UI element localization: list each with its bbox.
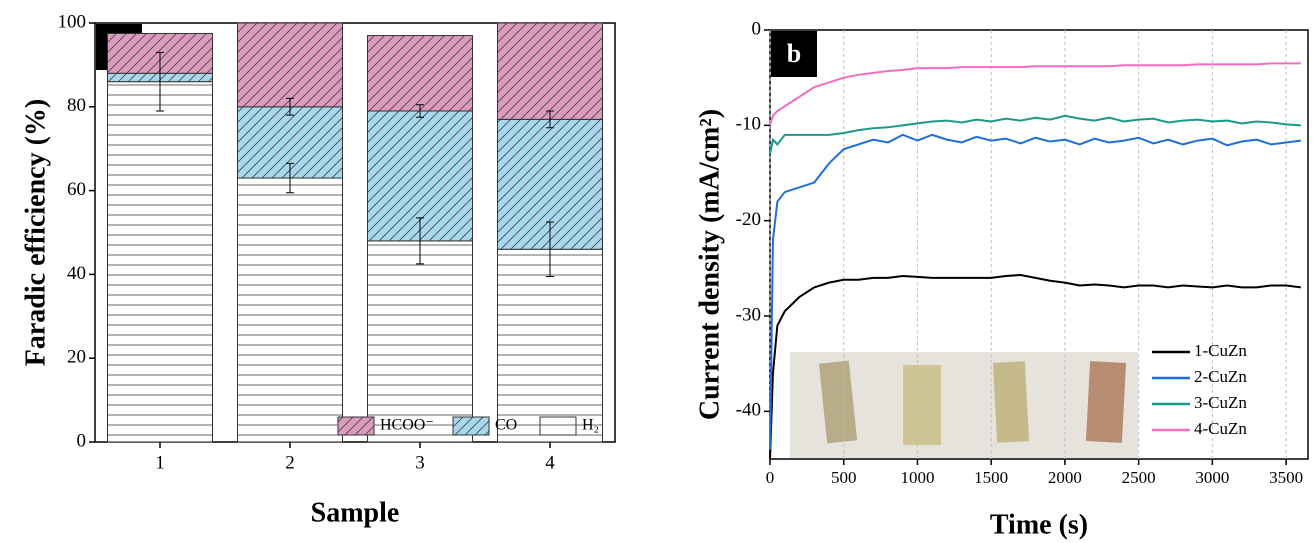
y-tick-label: 0 [752, 18, 762, 39]
bar-segment [497, 248, 603, 443]
x-tick-label: 3000 [1195, 468, 1229, 487]
bar-segment [107, 81, 213, 443]
x-tick-label: 1000 [900, 468, 934, 487]
line-series [769, 274, 1301, 460]
bar-segment [497, 22, 603, 120]
legend-label: H₂ [582, 417, 599, 434]
y-tick-label: -30 [736, 304, 761, 325]
x-tick-label: 1500 [974, 468, 1008, 487]
x-tick-label: 3 [415, 452, 425, 473]
bar-segment [237, 22, 343, 108]
line-series [769, 62, 1301, 126]
error-bar [546, 221, 554, 277]
plot-frame [769, 29, 1309, 460]
line-series [769, 133, 1301, 450]
legend-label: HCOO⁻ [380, 417, 434, 434]
error-bar [286, 97, 294, 116]
panel-label-box [771, 31, 817, 77]
x-tick-label: 2500 [1122, 468, 1156, 487]
y-tick-label: 100 [58, 11, 87, 32]
x-tick-label: 3500 [1269, 468, 1303, 487]
y-axis-label: Faradic efficiency (%) [20, 99, 51, 366]
line-series [769, 114, 1301, 155]
x-tick-label: 500 [831, 468, 857, 487]
y-axis-label: Current density (mA/cm²) [694, 109, 725, 420]
x-axis-label: Time (s) [990, 509, 1088, 540]
x-tick-label: 0 [766, 468, 775, 487]
x-tick-label: 1 [155, 452, 165, 473]
error-bar [546, 110, 554, 129]
bar-segment [237, 177, 343, 443]
x-axis-label: Sample [311, 497, 400, 528]
panel-label: b [787, 39, 801, 68]
y-tick-label: 40 [67, 263, 86, 284]
error-bar [416, 217, 424, 265]
bar-segment [367, 35, 473, 112]
y-tick-label: 20 [67, 347, 86, 368]
y-tick-label: -20 [736, 209, 761, 230]
y-tick-label: 80 [67, 95, 86, 116]
legend-swatch [337, 416, 375, 436]
legend-label: 3-CuZn [1194, 393, 1247, 412]
legend-swatch [452, 416, 490, 436]
legend-label: 2-CuZn [1194, 367, 1247, 386]
y-tick-label: 60 [67, 179, 86, 200]
legend-label: CO [495, 417, 517, 434]
bar-segment [367, 240, 473, 443]
x-tick-label: 2 [285, 452, 295, 473]
plot-frame [94, 22, 616, 443]
error-bar [416, 104, 424, 118]
y-tick-label: -10 [736, 114, 761, 135]
y-tick-label: 0 [77, 430, 87, 451]
error-bar [286, 162, 294, 194]
x-tick-label: 4 [545, 452, 555, 473]
y-tick-label: -40 [736, 400, 761, 421]
x-tick-label: 2000 [1048, 468, 1082, 487]
legend-swatch [539, 416, 577, 436]
inset-photo [790, 352, 1138, 458]
legend-label: 1-CuZn [1194, 341, 1247, 360]
error-bar [156, 51, 164, 112]
legend-label: 4-CuZn [1194, 419, 1247, 438]
